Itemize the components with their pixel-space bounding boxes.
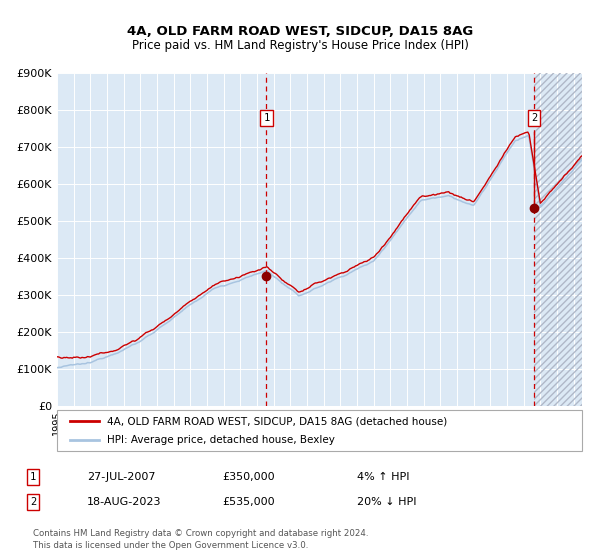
Text: 2: 2 [30, 497, 36, 507]
Text: Contains HM Land Registry data © Crown copyright and database right 2024.: Contains HM Land Registry data © Crown c… [33, 529, 368, 538]
Text: 20% ↓ HPI: 20% ↓ HPI [357, 497, 416, 507]
Text: 4% ↑ HPI: 4% ↑ HPI [357, 472, 409, 482]
Text: 1: 1 [30, 472, 36, 482]
Text: 18-AUG-2023: 18-AUG-2023 [87, 497, 161, 507]
Text: £535,000: £535,000 [222, 497, 275, 507]
Text: £350,000: £350,000 [222, 472, 275, 482]
Text: HPI: Average price, detached house, Bexley: HPI: Average price, detached house, Bexl… [107, 435, 335, 445]
Text: This data is licensed under the Open Government Licence v3.0.: This data is licensed under the Open Gov… [33, 542, 308, 550]
Text: 2: 2 [531, 113, 537, 123]
Text: 27-JUL-2007: 27-JUL-2007 [87, 472, 155, 482]
Text: 4A, OLD FARM ROAD WEST, SIDCUP, DA15 8AG: 4A, OLD FARM ROAD WEST, SIDCUP, DA15 8AG [127, 25, 473, 38]
Text: Price paid vs. HM Land Registry's House Price Index (HPI): Price paid vs. HM Land Registry's House … [131, 39, 469, 52]
FancyBboxPatch shape [57, 410, 582, 451]
Text: 4A, OLD FARM ROAD WEST, SIDCUP, DA15 8AG (detached house): 4A, OLD FARM ROAD WEST, SIDCUP, DA15 8AG… [107, 417, 447, 426]
Text: 1: 1 [263, 113, 269, 123]
Bar [534, 73, 600, 406]
